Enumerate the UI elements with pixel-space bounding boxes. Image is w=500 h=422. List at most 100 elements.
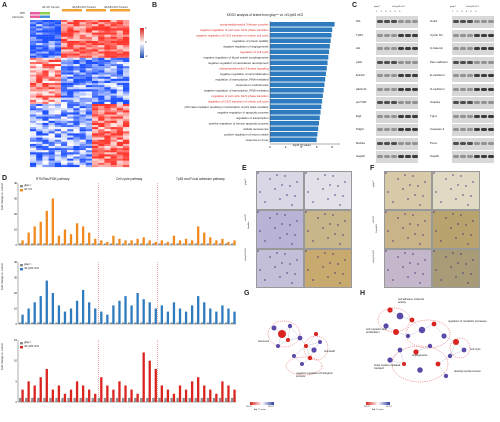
network-cluster-outline — [285, 356, 323, 376]
heatmap-cell — [36, 20, 43, 23]
heatmap-cell — [42, 32, 49, 35]
heatmap-cell — [85, 38, 93, 42]
heatmap-cell — [104, 146, 111, 149]
panel-d-label: D — [2, 175, 8, 182]
heatmap-cell — [104, 99, 111, 102]
heatmap-cell — [73, 28, 80, 31]
heatmap-cell — [104, 68, 111, 71]
heatmap-cell — [36, 104, 43, 107]
heatmap-cell — [79, 118, 86, 121]
heatmap-cell — [85, 59, 93, 63]
d-bar-mutant — [154, 368, 157, 402]
wb-band — [460, 114, 466, 118]
heatmap-cell — [61, 38, 68, 42]
stained-cell — [264, 279, 266, 281]
e-row-2: nf1 KO — [245, 214, 247, 221]
heatmap-cell — [85, 43, 93, 46]
heatmap-cell — [116, 38, 124, 42]
heatmap-cell — [98, 91, 105, 94]
heatmap-cell — [36, 95, 43, 98]
heatmap-cell — [42, 141, 49, 144]
heatmap-cell — [36, 139, 43, 142]
heatmap-cell — [30, 93, 37, 96]
heatmap-cell — [110, 154, 117, 157]
heatmap-cell — [92, 45, 99, 48]
heatmap-cell — [123, 53, 130, 56]
wb-blot-strip — [376, 16, 418, 28]
heatmap-cell — [85, 97, 93, 100]
heatmap-cell — [36, 137, 43, 140]
heatmap-cell — [30, 72, 37, 75]
heatmap-cell — [116, 133, 124, 136]
heatmap-cell — [61, 162, 68, 165]
heatmap-cell — [30, 158, 37, 161]
heatmap-cell — [42, 53, 49, 56]
heatmap-cell — [98, 116, 105, 119]
d-bar-control — [182, 243, 185, 245]
heatmap-cell — [73, 38, 80, 42]
wb-band — [460, 128, 466, 132]
stained-cell — [422, 234, 424, 236]
kegg-bar — [270, 121, 319, 126]
wb-band — [377, 33, 383, 37]
stained-cell — [329, 223, 331, 225]
wb-band-label: pAkt — [356, 59, 363, 64]
heatmap-cell — [92, 51, 99, 54]
heatmap-cell — [36, 78, 43, 81]
network-node — [287, 323, 293, 329]
d-tick-label: 30 — [14, 276, 17, 280]
heatmap-cell — [42, 112, 49, 115]
heatmap-cell — [30, 45, 37, 48]
heatmap-cell — [73, 156, 80, 159]
kegg-bar — [270, 22, 335, 27]
panel-f-label: F — [370, 165, 375, 172]
heatmap-cell — [30, 160, 37, 163]
heatmap-cell — [73, 158, 80, 161]
d-bar-control — [224, 243, 228, 245]
heatmap-cell — [116, 160, 124, 163]
heatmap-cell — [85, 154, 93, 157]
d-bar-control — [224, 322, 228, 324]
heatmap-cell — [79, 68, 86, 71]
heatmap-cell — [48, 74, 55, 77]
d-bar-mutant — [57, 235, 61, 245]
network-node — [441, 333, 447, 339]
heatmap-cell — [110, 125, 117, 128]
heatmap-cell — [54, 146, 62, 149]
wb-band — [481, 141, 487, 145]
e-row-3: nf1;tp53 cKO — [245, 248, 247, 261]
heatmap-cell — [98, 70, 105, 73]
heatmap-cell — [110, 70, 117, 73]
heatmap-cell — [67, 55, 74, 58]
d-bar-control — [73, 397, 76, 402]
stained-cell — [392, 279, 394, 281]
heatmap-cell — [79, 135, 86, 138]
heatmap-cell — [67, 91, 74, 94]
heatmap-cell — [54, 85, 62, 88]
d-bar-control — [97, 322, 101, 324]
heatmap-cell — [110, 55, 117, 58]
heatmap-cell — [110, 135, 117, 138]
heatmap-cell — [54, 62, 62, 65]
heatmap-cell — [36, 34, 43, 37]
heatmap-cell — [73, 26, 80, 29]
d-bar-control — [188, 397, 191, 402]
heatmap-cell — [73, 122, 80, 126]
heatmap-cell — [54, 127, 62, 130]
heatmap-cell — [116, 135, 124, 138]
wb-band — [488, 141, 494, 145]
heatmap-cell — [61, 70, 68, 73]
heatmap-cell — [92, 36, 99, 39]
heatmap-cell — [30, 22, 37, 25]
stained-cell — [440, 201, 442, 203]
wb-band-label: Rab1a — [356, 140, 365, 145]
heatmap-cell — [110, 78, 117, 81]
heatmap-cell — [54, 66, 62, 69]
d-bar-control — [91, 397, 94, 402]
heatmap-cell — [42, 114, 49, 117]
d-bar-control — [212, 243, 216, 245]
kegg-category-label: p53 class mediator resulting in transcri… — [185, 105, 269, 109]
heatmap-cell — [116, 49, 124, 52]
heatmap-cell — [36, 53, 43, 56]
d-bar-control — [19, 322, 22, 324]
